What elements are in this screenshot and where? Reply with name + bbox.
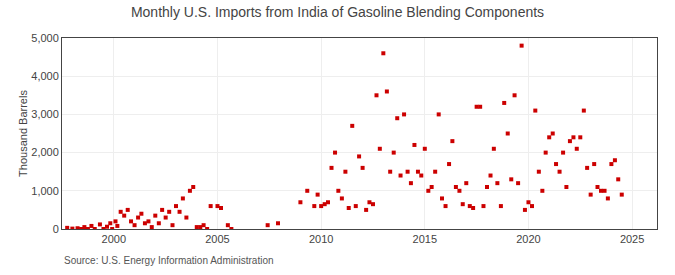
svg-text:2000: 2000 (102, 233, 126, 245)
svg-text:2020: 2020 (516, 233, 540, 245)
svg-text:5,000: 5,000 (31, 32, 59, 44)
svg-text:1,000: 1,000 (31, 185, 59, 197)
svg-text:2015: 2015 (413, 233, 437, 245)
svg-text:4,000: 4,000 (31, 70, 59, 82)
svg-text:Monthly U.S. Imports from Indi: Monthly U.S. Imports from India of Gasol… (131, 4, 544, 20)
svg-text:2005: 2005 (205, 233, 229, 245)
svg-text:Thousand Barrels: Thousand Barrels (17, 90, 29, 177)
svg-text:2025: 2025 (620, 233, 644, 245)
svg-text:0: 0 (53, 223, 59, 235)
svg-text:Source: U.S. Energy Informatio: Source: U.S. Energy Information Administ… (64, 255, 274, 266)
svg-text:2010: 2010 (309, 233, 333, 245)
svg-text:3,000: 3,000 (31, 108, 59, 120)
svg-text:2,000: 2,000 (31, 146, 59, 158)
